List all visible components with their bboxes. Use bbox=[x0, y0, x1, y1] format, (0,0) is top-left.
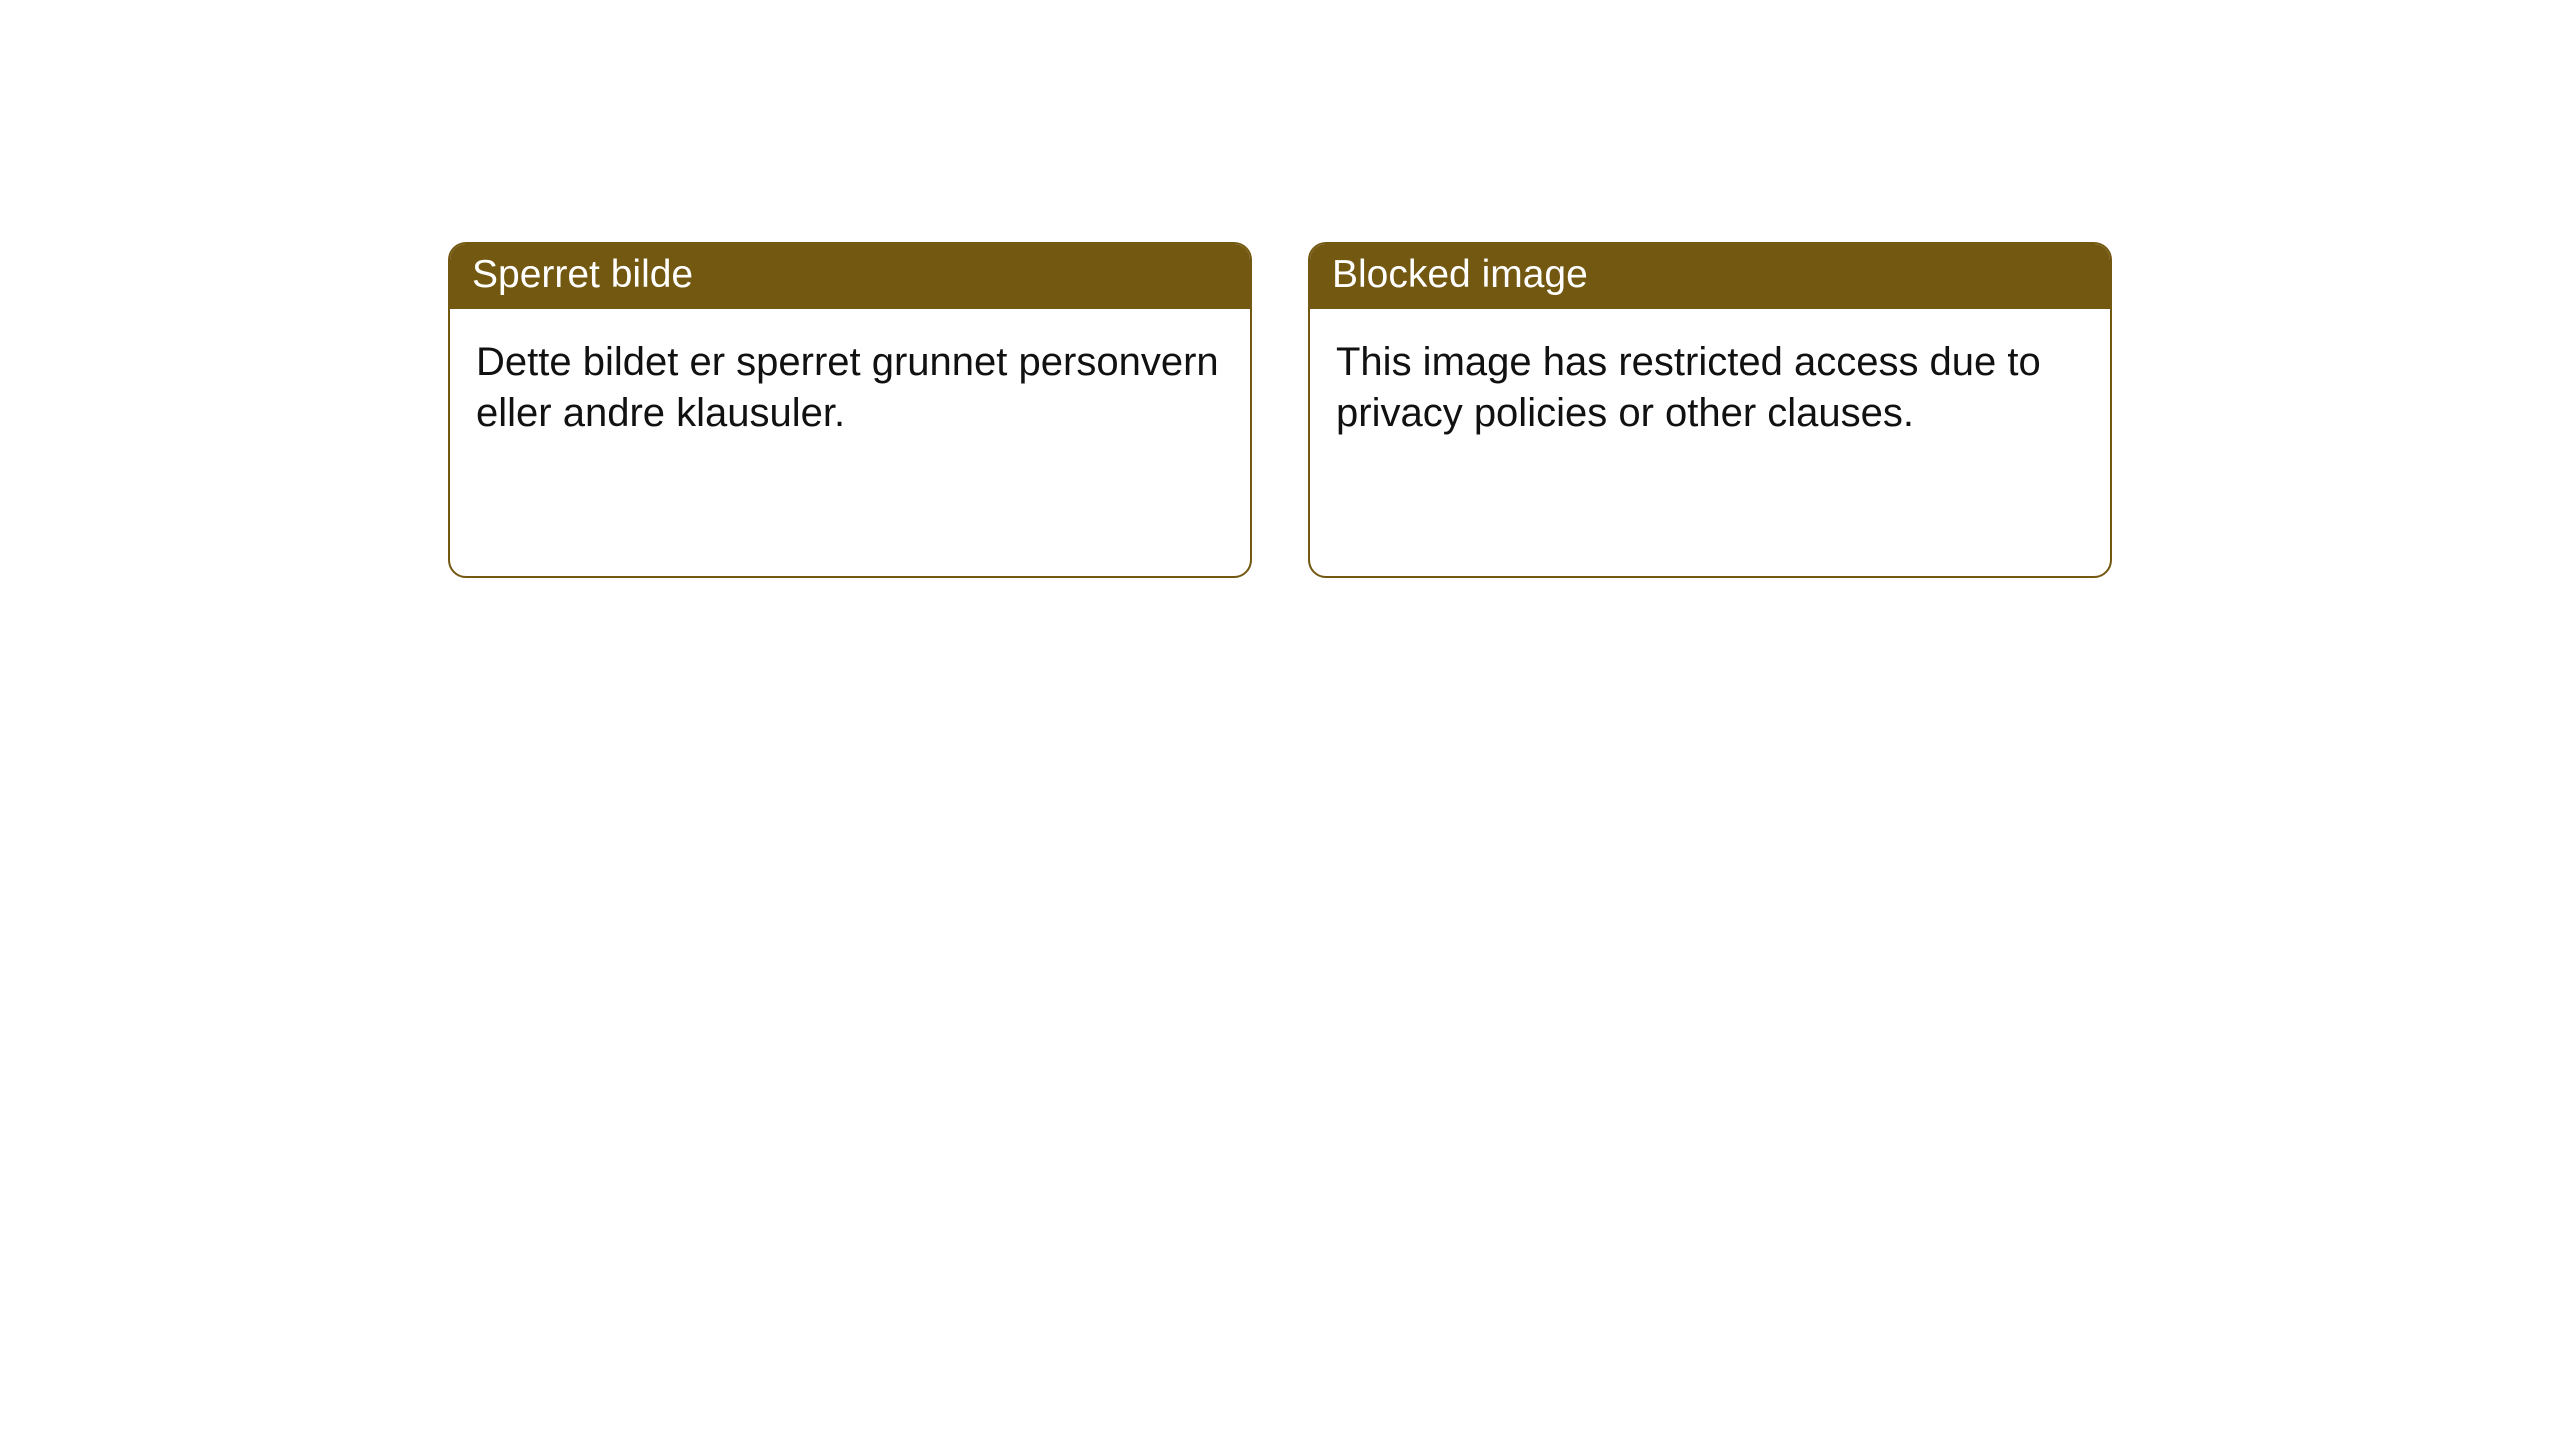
blocked-image-card-english: Blocked image This image has restricted … bbox=[1308, 242, 2112, 578]
card-body-norwegian: Dette bildet er sperret grunnet personve… bbox=[450, 309, 1250, 459]
page-canvas: Sperret bilde Dette bildet er sperret gr… bbox=[0, 0, 2560, 1440]
card-body-english: This image has restricted access due to … bbox=[1310, 309, 2110, 459]
card-header-norwegian: Sperret bilde bbox=[450, 244, 1250, 309]
blocked-image-card-norwegian: Sperret bilde Dette bildet er sperret gr… bbox=[448, 242, 1252, 578]
card-header-english: Blocked image bbox=[1310, 244, 2110, 309]
